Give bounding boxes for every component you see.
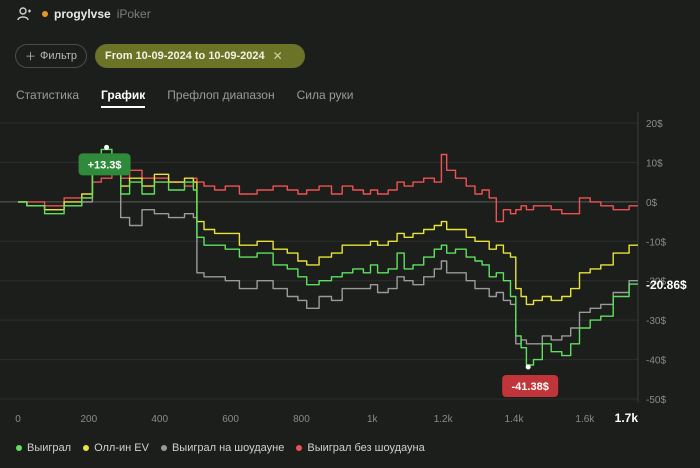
site-name: iPoker [116, 7, 151, 21]
header: progylvse iPoker [16, 5, 151, 23]
legend-item-non-showdown[interactable]: Выиграл без шоудауна [296, 442, 425, 454]
legend-item-won[interactable]: Выиграл [16, 442, 71, 454]
max-badge [78, 153, 131, 176]
legend-dot [16, 445, 22, 451]
tab-hand-strength[interactable]: Сила руки [296, 88, 354, 102]
chart-markers: -20.86$ +13.3$ -41.38$ [78, 144, 687, 398]
tab-preflop-range[interactable]: Префлоп диапазон [167, 88, 275, 102]
y-tick-label: -40$ [646, 356, 666, 367]
legend-label: Выиграл [27, 442, 72, 454]
legend-item-showdown[interactable]: Выиграл на шоудауне [160, 442, 285, 454]
series-line [18, 157, 638, 345]
filter-button[interactable]: ＋ Фильтр [15, 44, 87, 68]
close-icon[interactable]: ✕ [272, 49, 283, 63]
date-range-label: From 10-09-2024 to 10-09-2024 [105, 50, 265, 62]
chart-series [18, 148, 638, 366]
x-tick-label: 600 [222, 414, 239, 425]
user-icon[interactable] [16, 6, 32, 22]
min-badge [502, 375, 559, 398]
series-line [18, 155, 638, 306]
y-tick-label: 0$ [646, 198, 658, 209]
plus-icon: ＋ [25, 51, 37, 63]
current-value-label: -20.86$ [646, 278, 687, 292]
max-point-marker [104, 144, 110, 150]
x-tick-label: 1.7k [615, 411, 639, 425]
date-range-chip[interactable]: From 10-09-2024 to 10-09-2024 ✕ [95, 44, 305, 68]
legend-dot [160, 445, 167, 451]
y-tick-label: -10$ [646, 237, 666, 248]
filter-label: Фильтр [40, 50, 77, 62]
legend-label: Олл-ин EV [94, 442, 149, 454]
x-tick-label: 1.2k [434, 414, 454, 425]
x-tick-label: 200 [81, 414, 98, 425]
tab-bar: Статистика График Префлоп диапазон Сила … [16, 88, 353, 108]
legend-dot [83, 445, 90, 451]
legend-item-allin-ev[interactable]: Олл-ин EV [83, 442, 149, 454]
min-badge-label: -41.38$ [512, 381, 549, 393]
x-tick-label: 800 [293, 414, 310, 425]
status-dot [42, 11, 48, 17]
y-tick-label: 10$ [646, 158, 663, 169]
x-tick-label: 1k [367, 414, 379, 425]
x-tick-label: 1.4k [505, 414, 525, 425]
tab-stats[interactable]: Статистика [16, 88, 80, 102]
series-line [18, 153, 638, 223]
y-tick-label: -50$ [646, 395, 666, 406]
x-tick-label: 400 [151, 414, 168, 425]
chart-legend: Выиграл Олл-ин EV Выиграл на шоудауне Вы… [16, 442, 425, 454]
y-tick-label: 20$ [646, 119, 663, 130]
profit-chart: 20$ 10$ 0$ -10$ -20$ -30$ -40$ -50$ 0 200 400 600 8… [0, 112, 687, 425]
tab-graph[interactable]: График [101, 88, 146, 108]
x-tick-label: 0 [15, 414, 21, 425]
max-badge-label: +13.3$ [88, 159, 122, 171]
username[interactable]: progylvse [54, 7, 111, 21]
x-axis-labels: 0 200 400 600 800 1k 1.2k 1.4k 1.6k 1.7k [15, 411, 638, 425]
x-tick-label: 1.6k [575, 414, 595, 425]
legend-dot [296, 445, 303, 451]
legend-label: Выиграл без шоудауна [307, 442, 425, 454]
y-axis-labels: 20$ 10$ 0$ -10$ -20$ -30$ -40$ -50$ [646, 119, 666, 406]
min-point-marker [525, 364, 531, 370]
y-tick-label: -20$ [646, 277, 666, 288]
y-tick-label: -30$ [646, 316, 666, 327]
legend-label: Выиграл на шоудауне [171, 442, 285, 454]
